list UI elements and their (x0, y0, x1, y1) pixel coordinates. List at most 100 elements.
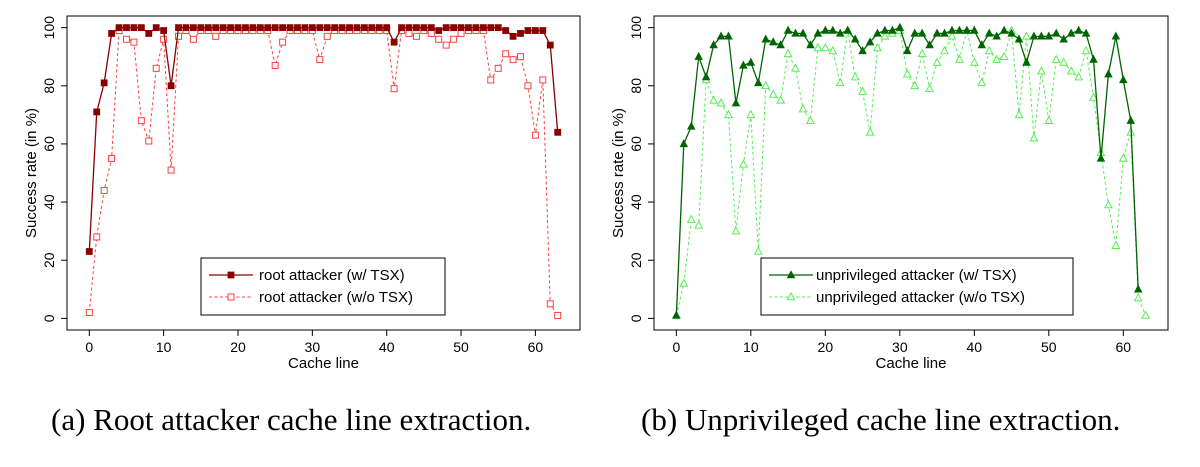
x-tick-label: 50 (1041, 339, 1057, 355)
data-point (753, 246, 763, 255)
y-tick-label: 60 (628, 136, 644, 152)
data-point (494, 24, 502, 32)
caption-b: (b) Unprivileged cache line extraction. (641, 402, 1121, 437)
data-point (947, 31, 957, 40)
series-root-attacker-w-tsx (85, 24, 562, 255)
data-point (420, 24, 428, 32)
data-point (85, 248, 93, 255)
data-point (694, 51, 703, 60)
data-point (331, 24, 339, 32)
data-point (962, 25, 972, 34)
data-point (286, 24, 294, 32)
plot-frame (653, 15, 1169, 331)
data-point (754, 78, 763, 87)
data-point (1096, 153, 1106, 162)
data-point (865, 127, 875, 136)
data-point (1074, 71, 1084, 81)
data-point (108, 154, 116, 162)
y-tick-label: 40 (628, 194, 644, 210)
data-point (249, 24, 257, 32)
data-point (442, 24, 450, 32)
data-point (954, 54, 964, 63)
legend: unprivileged attacker (w/ TSX) unprivileg… (760, 257, 1074, 316)
x-tick-label: 20 (818, 339, 834, 355)
data-point (524, 82, 532, 90)
data-point (828, 45, 838, 55)
chart-panel-b: 0 10 20 30 40 50 60 Cache line 0 20 40 60 80 100 Succe… (610, 15, 1169, 372)
data-point (1133, 284, 1143, 293)
data-point (256, 24, 264, 32)
data-point (947, 25, 957, 34)
data-point (731, 98, 741, 107)
x-tick-label: 40 (967, 339, 983, 355)
data-point (227, 24, 234, 32)
data-point (242, 24, 249, 32)
data-point (100, 186, 108, 194)
data-point (738, 159, 748, 168)
data-point (100, 79, 108, 87)
data-point (798, 103, 808, 113)
data-point (791, 28, 800, 37)
data-point (427, 24, 435, 32)
data-point (776, 40, 785, 49)
data-point (917, 28, 927, 37)
data-point (502, 27, 510, 34)
data-point (992, 31, 1001, 40)
y-tick-label: 100 (41, 16, 57, 40)
data-point (1141, 310, 1151, 319)
data-point (1089, 92, 1098, 101)
data-point (182, 24, 190, 32)
data-point (739, 60, 748, 69)
data-point (212, 24, 220, 32)
data-point (1007, 28, 1016, 37)
data-point (323, 24, 331, 32)
data-point (1081, 45, 1091, 55)
x-tick-label: 20 (230, 339, 246, 355)
legend-label: unprivileged attacker (w/o TSX) (816, 289, 1025, 306)
data-point (672, 310, 681, 319)
y-tick-label: 0 (41, 314, 57, 322)
data-point (368, 24, 376, 32)
data-point (873, 28, 882, 37)
data-point (115, 24, 123, 32)
data-point (1059, 34, 1068, 43)
x-tick-label: 30 (892, 339, 908, 355)
data-point (1044, 115, 1054, 124)
data-point (999, 51, 1009, 61)
data-point (487, 76, 495, 84)
data-point (554, 128, 562, 136)
data-point (175, 24, 182, 32)
data-point (346, 24, 353, 32)
data-point (798, 28, 808, 37)
data-point (902, 69, 912, 78)
x-tick-label: 0 (672, 339, 680, 355)
data-point (308, 24, 316, 32)
x-tick-label: 60 (1116, 339, 1132, 355)
series-unprivileged-attacker-w-tsx (672, 22, 1143, 319)
data-point (1133, 292, 1143, 302)
data-point (813, 28, 823, 37)
data-point (554, 311, 562, 319)
data-point (835, 28, 845, 37)
y-tick-label: 20 (628, 252, 644, 268)
data-point (197, 24, 205, 32)
data-point (546, 41, 554, 49)
data-point (716, 98, 726, 107)
data-point (731, 226, 741, 235)
y-axis-label: Success rate (in %) (610, 108, 627, 238)
x-tick-label: 60 (528, 339, 544, 355)
data-point (383, 24, 391, 32)
y-tick-label: 100 (628, 16, 644, 40)
data-point (375, 24, 383, 32)
data-point (761, 34, 771, 43)
y-tick-label: 80 (41, 78, 57, 94)
data-point (93, 233, 101, 241)
data-point (1014, 34, 1024, 43)
y-tick-label: 40 (41, 194, 57, 210)
data-point (984, 28, 994, 37)
data-point (271, 24, 279, 32)
data-point (716, 31, 726, 40)
data-point (539, 76, 547, 84)
data-point (137, 24, 145, 32)
data-point (390, 85, 398, 93)
